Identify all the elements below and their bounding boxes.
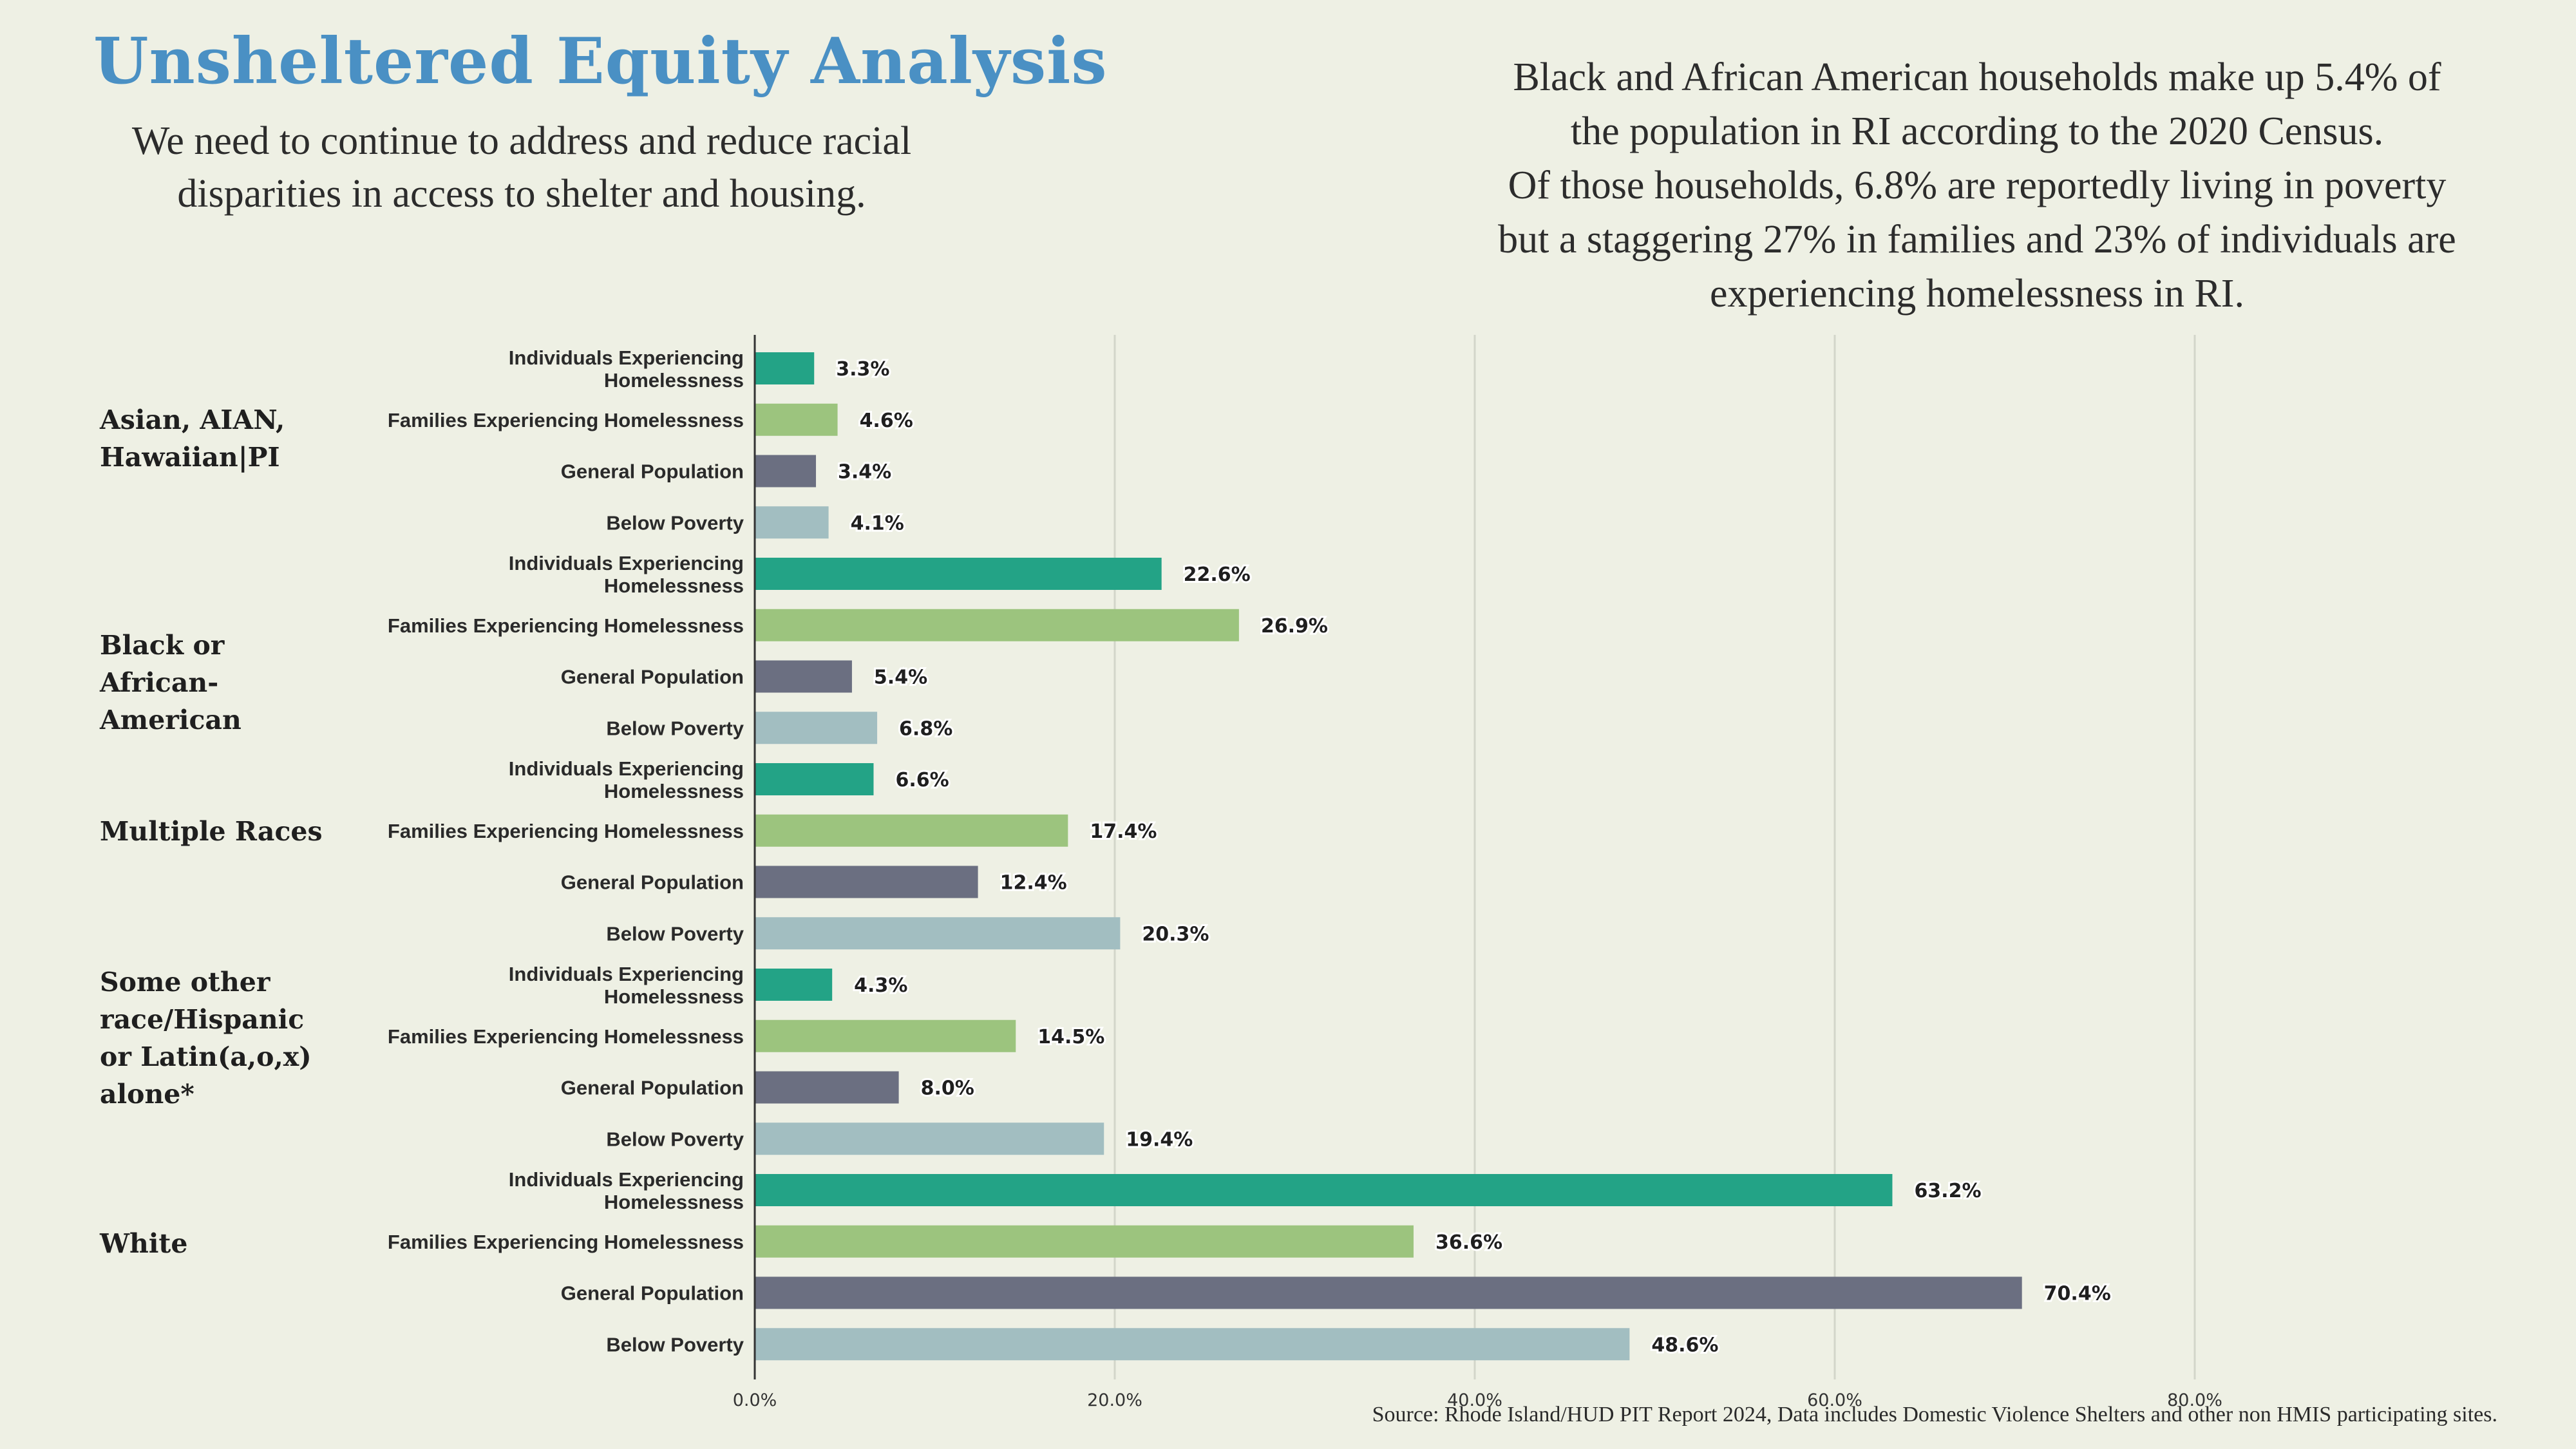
bar-value-label: 36.6% bbox=[1435, 1231, 1502, 1254]
bar-value-label: 63.2% bbox=[1914, 1180, 1981, 1202]
bar bbox=[755, 1071, 899, 1104]
bar-value-label: 8.0% bbox=[921, 1077, 974, 1100]
bar-category-label: General Population bbox=[561, 871, 744, 894]
x-tick-label: 40.0% bbox=[1447, 1390, 1502, 1410]
bar-value-label: 14.5% bbox=[1037, 1026, 1104, 1048]
bar bbox=[755, 558, 1162, 590]
bar-value-label: 19.4% bbox=[1126, 1128, 1193, 1151]
group-label-other: Some other race/Hispanic or Latin(a,o,x)… bbox=[100, 967, 312, 1110]
bar bbox=[755, 1122, 1104, 1155]
bar-value-label: 5.4% bbox=[874, 667, 927, 689]
bar bbox=[755, 609, 1239, 641]
bar-value-label: 3.3% bbox=[836, 358, 889, 381]
bar-value-label: 48.6% bbox=[1651, 1334, 1718, 1356]
bar-value-label: 4.1% bbox=[851, 512, 904, 535]
bar-category-label: Individuals Experiencing Homelessness bbox=[509, 552, 744, 597]
bar bbox=[755, 1328, 1630, 1361]
bar-category-label: Families Experiencing Homelessness bbox=[388, 1231, 744, 1253]
callout-line: the population in RI according to the 20… bbox=[1570, 109, 2384, 153]
bar-category-label: Below Poverty bbox=[606, 1128, 744, 1150]
bar-category-label: General Population bbox=[561, 1077, 744, 1099]
bar-value-label: 22.6% bbox=[1184, 564, 1251, 586]
bar bbox=[755, 1276, 2022, 1309]
bar-value-label: 6.6% bbox=[895, 769, 949, 791]
x-tick-label: 60.0% bbox=[1807, 1390, 1862, 1410]
bar-category-label: Below Poverty bbox=[606, 922, 744, 945]
bar bbox=[755, 1225, 1414, 1258]
bar bbox=[755, 814, 1068, 847]
bar-category-label: General Population bbox=[561, 666, 744, 688]
x-tick-label: 80.0% bbox=[2167, 1390, 2222, 1410]
group-label-white: White bbox=[100, 1228, 188, 1259]
bar bbox=[755, 660, 852, 693]
bar-category-label: General Population bbox=[561, 460, 744, 483]
callout-line: Black and African American households ma… bbox=[1513, 55, 2441, 99]
bar bbox=[755, 1174, 1893, 1206]
bar bbox=[755, 763, 874, 795]
bar-value-label: 4.6% bbox=[860, 410, 913, 432]
x-tick-label: 20.0% bbox=[1087, 1390, 1142, 1410]
callout-line: Of those households, 6.8% are reportedly… bbox=[1508, 164, 2447, 207]
page-title: Unsheltered Equity Analysis bbox=[93, 24, 1108, 99]
bar bbox=[755, 969, 833, 1001]
bar-category-label: Families Experiencing Homelessness bbox=[388, 409, 744, 431]
bar bbox=[755, 866, 978, 898]
bar bbox=[755, 712, 878, 744]
group-label-multiple: Multiple Races bbox=[100, 816, 323, 847]
bar-value-label: 3.4% bbox=[838, 461, 891, 484]
callout-line: but a staggering 27% in families and 23%… bbox=[1498, 218, 2456, 261]
bar bbox=[755, 455, 817, 488]
group-label-black: Black or African-American bbox=[100, 630, 242, 735]
bar-category-label: Individuals Experiencing Homelessness bbox=[509, 1168, 744, 1213]
bar-value-label: 20.3% bbox=[1142, 923, 1209, 945]
bar bbox=[755, 917, 1121, 950]
bar bbox=[755, 506, 829, 539]
bar-category-label: Families Experiencing Homelessness bbox=[388, 820, 744, 842]
x-tick-label: 0.0% bbox=[733, 1390, 777, 1410]
bar bbox=[755, 403, 838, 436]
bar-value-label: 4.3% bbox=[854, 974, 907, 997]
callout-text: Black and African American households ma… bbox=[1410, 50, 2544, 321]
bar-category-label: Families Experiencing Homelessness bbox=[388, 614, 744, 637]
bar-category-label: Individuals Experiencing Homelessness bbox=[509, 757, 744, 802]
bar bbox=[755, 352, 815, 384]
source-note: Source: Rhode Island/HUD PIT Report 2024… bbox=[1372, 1403, 2497, 1426]
bar bbox=[755, 1019, 1016, 1052]
bar-category-label: Individuals Experiencing Homelessness bbox=[509, 963, 744, 1008]
callout-line: experiencing homelessness in RI. bbox=[1710, 272, 2244, 316]
bar-value-label: 12.4% bbox=[1000, 872, 1067, 895]
bar-category-label: Below Poverty bbox=[606, 511, 744, 534]
page-subtitle: We need to continue to address and reduc… bbox=[131, 119, 912, 216]
bar-value-label: 70.4% bbox=[2044, 1283, 2111, 1305]
bar-value-label: 17.4% bbox=[1090, 820, 1157, 843]
bar-category-label: Below Poverty bbox=[606, 717, 744, 739]
bar-value-label: 6.8% bbox=[899, 717, 952, 740]
bar-value-label: 26.9% bbox=[1261, 615, 1328, 638]
bar-category-label: Below Poverty bbox=[606, 1333, 744, 1356]
group-label-asian: Asian, AIAN, Hawaiian|PI bbox=[100, 404, 285, 473]
bar-category-label: Individuals Experiencing Homelessness bbox=[509, 346, 744, 392]
bar-category-label: Families Experiencing Homelessness bbox=[388, 1025, 744, 1048]
bar-category-label: General Population bbox=[561, 1282, 744, 1305]
